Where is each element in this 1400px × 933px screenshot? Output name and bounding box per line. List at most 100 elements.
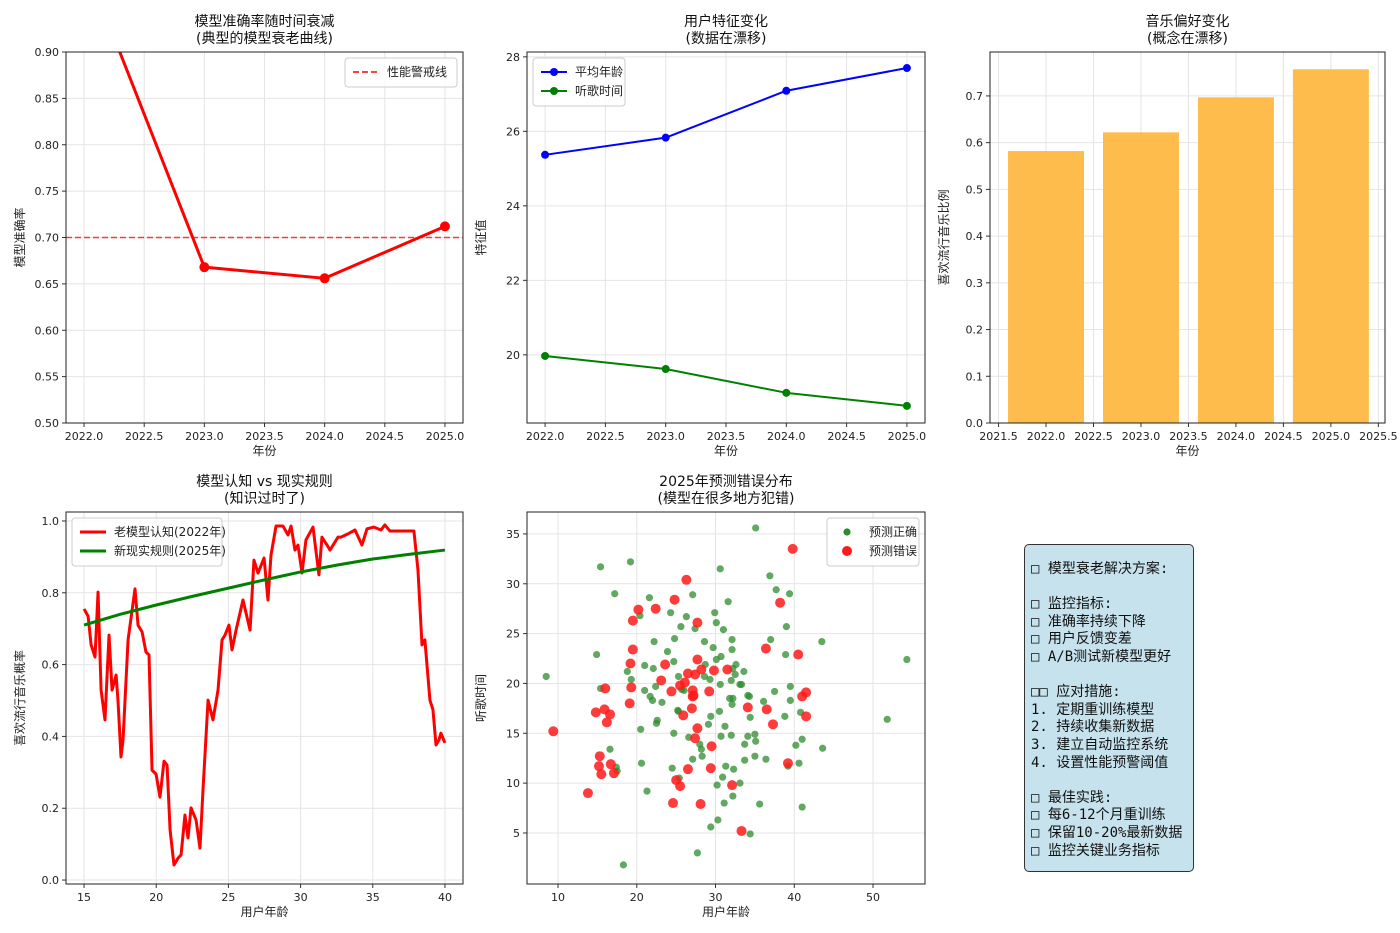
- scatter-point-error: [666, 686, 677, 697]
- scatter-point-correct: [766, 572, 774, 580]
- scatter-point-error: [742, 702, 753, 713]
- scatter-point-correct: [648, 696, 657, 704]
- chart-2: 2022.0 2022.5 2023.0 2023.5 2024.0 2024.5 2025…: [473, 13, 926, 458]
- legend-label: 平均年龄: [575, 65, 623, 79]
- legend-box: [344, 57, 458, 88]
- chart-5: 10 20 30 40 50 5 10 15 20 25 30 35 2025年预测错误分布(模型在很多…: [473, 474, 926, 919]
- series-line-1: [544, 67, 908, 156]
- scatter-point-correct: [641, 686, 649, 695]
- scatter-point-correct: [798, 803, 806, 811]
- scatter-point-correct: [652, 719, 661, 727]
- scatter-point-correct: [697, 745, 705, 753]
- scatter-point-correct: [693, 849, 702, 857]
- data-point: [439, 221, 450, 232]
- y-tick-label: 15: [506, 727, 520, 740]
- x-tick-label: 40: [438, 891, 452, 904]
- x-tick-label: 30: [294, 891, 308, 904]
- scatter-point-correct: [652, 682, 660, 691]
- scatter-point-correct: [724, 598, 732, 606]
- series-line-2: [83, 548, 446, 627]
- chart-title-line: 模型准确率随时间衰减: [195, 13, 335, 30]
- scatter-point-correct: [670, 634, 679, 643]
- scatter-point-error: [601, 717, 612, 728]
- y-axis-label: 模型准确率: [12, 207, 27, 267]
- info-box-spacer: [1031, 579, 1193, 597]
- scatter-point-error: [760, 643, 771, 654]
- y-tick-label: 0.85: [35, 92, 60, 105]
- data-point: [541, 351, 550, 360]
- chart-title-line: 2025年预测错误分布: [659, 474, 793, 490]
- chart-title: 模型准确率随时间衰减(典型的模型衰老曲线): [195, 13, 335, 47]
- scatter-point-error: [627, 615, 638, 626]
- scatter-point-correct: [751, 752, 759, 760]
- scatter-point-correct: [700, 672, 709, 681]
- scatter-point-error: [692, 617, 703, 628]
- scatter-point-correct: [903, 655, 911, 664]
- scatter-point-error: [627, 644, 638, 655]
- legend-box: [71, 517, 223, 567]
- y-tick-label: 22: [506, 274, 520, 287]
- legend: 老模型认知(2022年) 新现实规则(2025年): [71, 517, 226, 567]
- info-box-line: □ 模型衰老解决方案:: [1031, 561, 1169, 577]
- scatter-point-correct: [741, 740, 749, 748]
- chart-title-line: (数据在漂移): [686, 31, 767, 47]
- legend-marker-icon: [550, 68, 558, 76]
- scatter-point-correct: [782, 623, 791, 631]
- y-tick-label: 0.3: [966, 277, 984, 290]
- info-box-line: 3. 建立自动监控系统: [1031, 736, 1169, 753]
- scatter-point-error: [687, 691, 698, 702]
- scatter-point-correct: [720, 799, 728, 807]
- y-tick-label: 1.0: [42, 515, 60, 528]
- chart-title: 用户特征变化(数据在漂移): [684, 13, 768, 47]
- scatter-point-correct: [756, 800, 764, 808]
- scatter-point-correct: [730, 765, 738, 773]
- x-tick-label: 2025.0: [888, 430, 927, 443]
- scatter-point-correct: [728, 645, 736, 654]
- scatter-point-correct: [721, 722, 729, 730]
- scatter-point-error: [722, 664, 733, 675]
- scatter-point-correct: [745, 692, 753, 701]
- scatter-point-correct: [736, 779, 744, 787]
- scatter-point-correct: [740, 667, 748, 676]
- x-tick-label: 2023.0: [1122, 430, 1161, 443]
- scatter-point-correct: [698, 752, 706, 760]
- scatter-point-error: [708, 665, 719, 676]
- scatter-point-correct: [728, 635, 736, 644]
- scatter-point-correct: [782, 650, 790, 659]
- plot-area: [541, 64, 911, 410]
- scatter-point-correct: [711, 609, 719, 617]
- scatter-point-error: [669, 594, 680, 605]
- scatter-point-correct: [700, 637, 709, 646]
- info-box-line: □ 每6-12个月重训练: [1031, 807, 1166, 824]
- scatter-point-correct: [729, 792, 737, 800]
- y-tick-label: 20: [506, 349, 520, 362]
- y-tick-label: 0.8: [42, 587, 60, 600]
- scatter-point-error: [656, 675, 667, 686]
- x-tick-label: 2024.5: [1264, 430, 1303, 443]
- y-tick-label: 0.70: [35, 232, 60, 245]
- scatter-point-error: [593, 761, 604, 772]
- info-box-line: 2. 持续收集新数据: [1031, 719, 1155, 736]
- scatter-point-correct: [704, 720, 713, 728]
- x-tick-label: 30: [709, 891, 723, 904]
- scatter-point-error: [705, 763, 716, 774]
- scatter-point-correct: [682, 613, 690, 621]
- x-axis-label: 年份: [714, 444, 738, 458]
- info-box-line: □ 最佳实践:: [1031, 789, 1113, 806]
- scatter-point-correct: [746, 713, 754, 721]
- scatter-point-correct: [668, 764, 676, 772]
- x-tick-label: 2023.0: [646, 430, 685, 443]
- scatter-point-error: [660, 659, 671, 670]
- axes-frame: [989, 51, 1386, 424]
- y-tick-label: 35: [506, 528, 520, 541]
- bar-2022: [1008, 151, 1085, 423]
- chart-4: 15 20 25 30 35 40 0.0 0.2 0.4 0.6 0.8 1.0 模型认知 vs 现实…: [12, 473, 464, 919]
- scatter-point-error: [678, 710, 689, 721]
- x-tick-label: 20: [630, 891, 644, 904]
- info-box-line: □ 准确率持续下降: [1031, 613, 1146, 630]
- scatter-point-correct: [637, 759, 646, 767]
- x-tick-label: 2025.0: [1312, 430, 1351, 443]
- data-point: [199, 262, 210, 273]
- x-tick-label: 2023.0: [185, 430, 224, 443]
